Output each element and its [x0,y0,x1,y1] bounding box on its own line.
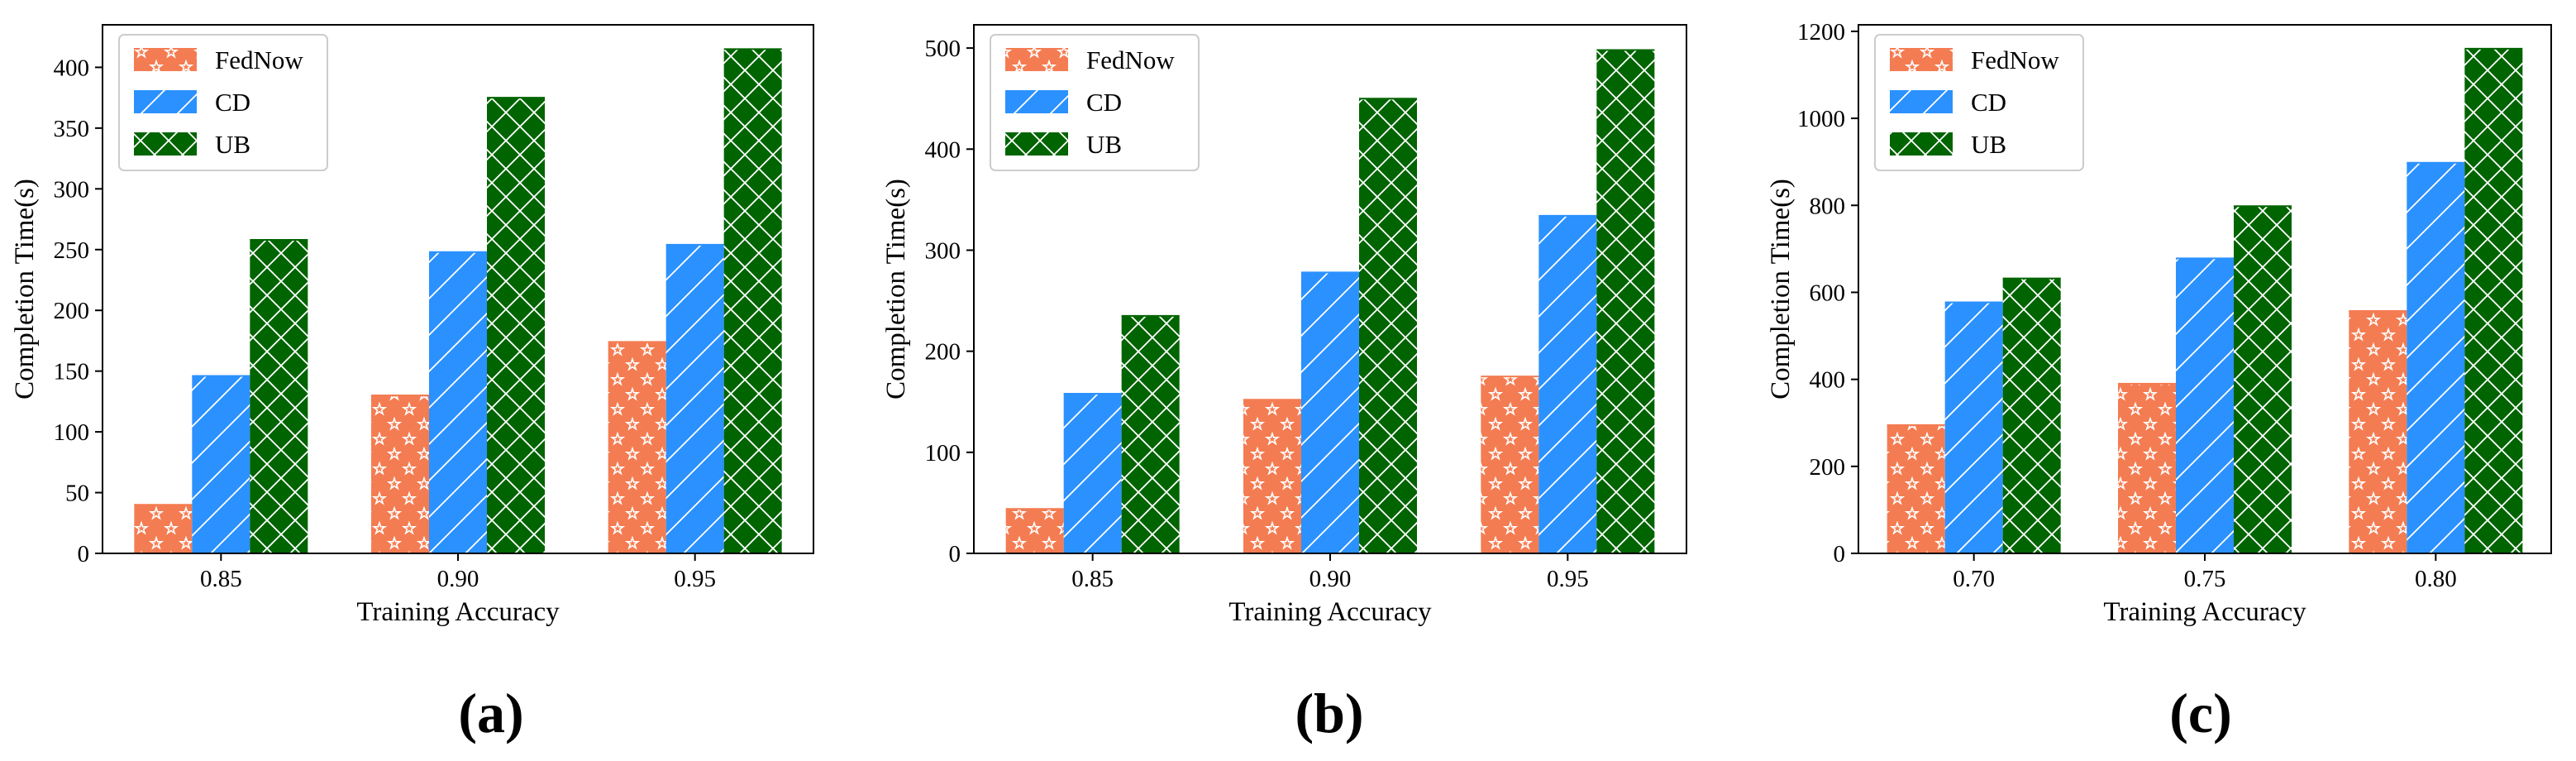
x-tick-label: 0.90 [1309,566,1352,592]
legend-label-fednow: FedNow [215,45,303,74]
y-tick-label: 100 [54,419,90,446]
panel-label: (b) [1295,682,1363,744]
legend-swatch-cd [1890,90,1953,113]
y-tick-label: 1200 [1797,19,1845,45]
legend-label-cd: CD [1971,88,2006,117]
bar-fednow-0.95 [1481,376,1539,553]
bar-cd-0.75 [2176,258,2234,553]
bar-ub-0.85 [1121,315,1180,553]
y-tick-label: 350 [54,116,90,142]
panel-b: 0 100 200 300 400 500 0.85 0.90 0.95 Training Acc… [881,24,1687,744]
legend-swatch-fednow [1005,48,1068,71]
legend: FedNow CD UB [990,34,1200,171]
bar-cd-0.70 [1944,302,2003,553]
x-axis-label: Training Accuracy [2103,597,2306,627]
legend-label-ub: UB [215,130,250,159]
y-tick-label: 0 [1834,541,1846,567]
bar-ub-0.85 [250,240,308,553]
bar-ub-0.80 [2464,48,2523,554]
x-tick-label: 0.85 [200,566,242,592]
y-axis-label: Completion Time(s) [1766,179,1796,400]
x-axis-label: Training Accuracy [1228,597,1432,627]
legend: FedNow CD UB [118,34,328,171]
y-tick-label: 200 [925,339,961,366]
bar-fednow-0.90 [1243,400,1301,553]
y-tick-label: 50 [65,481,89,507]
y-tick-label: 150 [54,359,90,385]
x-tick-label: 0.70 [1953,566,1995,592]
bar-fednow-0.90 [371,395,429,553]
x-tick-label: 0.90 [437,566,479,592]
legend-swatch-ub [1005,132,1068,156]
y-tick-label: 300 [54,176,90,203]
bar-cd-0.90 [1301,272,1359,553]
y-tick-label: 0 [949,541,961,567]
x-tick-label: 0.75 [2184,566,2226,592]
y-tick-label: 400 [1810,367,1846,394]
legend-label-ub: UB [1971,130,2006,159]
bar-ub-0.70 [2002,278,2061,553]
y-tick-label: 100 [925,440,961,467]
y-tick-label: 200 [54,298,90,324]
y-tick-label: 200 [1810,454,1846,481]
bar-ub-0.95 [1596,50,1655,554]
bar-cd-0.85 [192,376,250,553]
bar-cd-0.80 [2407,162,2465,554]
legend-swatch-ub [134,132,197,156]
legend-label-cd: CD [1086,88,1122,117]
legend: FedNow CD UB [1874,34,2084,171]
bar-cd-0.95 [665,244,724,553]
legend-swatch-cd [1005,90,1068,113]
x-tick-label: 0.95 [1547,566,1589,592]
y-axis-label: Completion Time(s) [881,179,911,400]
legend-swatch-ub [1890,132,1953,156]
y-tick-label: 800 [1810,193,1846,219]
y-tick-label: 600 [1810,280,1846,306]
bar-ub-0.75 [2234,206,2292,554]
bar-cd-0.95 [1538,215,1597,553]
y-tick-label: 400 [54,55,90,81]
bar-ub-0.90 [487,98,545,553]
y-tick-label: 1000 [1797,106,1845,132]
bar-fednow-0.95 [608,342,666,553]
bar-fednow-0.85 [134,505,193,553]
legend-swatch-fednow [1890,48,1953,71]
legend-label-ub: UB [1086,130,1122,159]
x-tick-label: 0.95 [674,566,716,592]
bar-fednow-0.70 [1887,424,1945,553]
x-tick-label: 0.85 [1071,566,1114,592]
legend-swatch-fednow [134,48,197,71]
y-tick-label: 300 [925,237,961,264]
y-axis-label: Completion Time(s) [10,179,40,400]
y-tick-label: 0 [78,541,90,567]
x-tick-label: 0.80 [2415,566,2457,592]
bar-fednow-0.85 [1005,509,1064,553]
bar-ub-0.95 [723,49,782,553]
y-tick-label: 400 [925,136,961,163]
panel-c: 0 200 400 600 800 1000 1200 0.70 0.75 0.80 Trainin… [1766,19,2552,744]
y-tick-label: 250 [54,237,90,264]
bar-ub-0.90 [1359,98,1417,553]
bar-fednow-0.80 [2349,311,2407,553]
panel-label: (c) [2169,682,2231,744]
x-axis-label: Training Accuracy [356,597,560,627]
legend-label-fednow: FedNow [1971,45,2059,74]
legend-label-fednow: FedNow [1086,45,1175,74]
y-tick-label: 500 [925,36,961,62]
panel-label: (a) [458,682,523,744]
bar-cd-0.85 [1063,393,1122,553]
legend-swatch-cd [134,90,197,113]
legend-label-cd: CD [215,88,250,117]
panel-a: 0 50 100 150 200 250 300 350 400 0.85 0.90 0.95 Trai… [10,24,814,744]
bar-cd-0.90 [429,251,487,553]
bar-fednow-0.75 [2118,383,2176,553]
